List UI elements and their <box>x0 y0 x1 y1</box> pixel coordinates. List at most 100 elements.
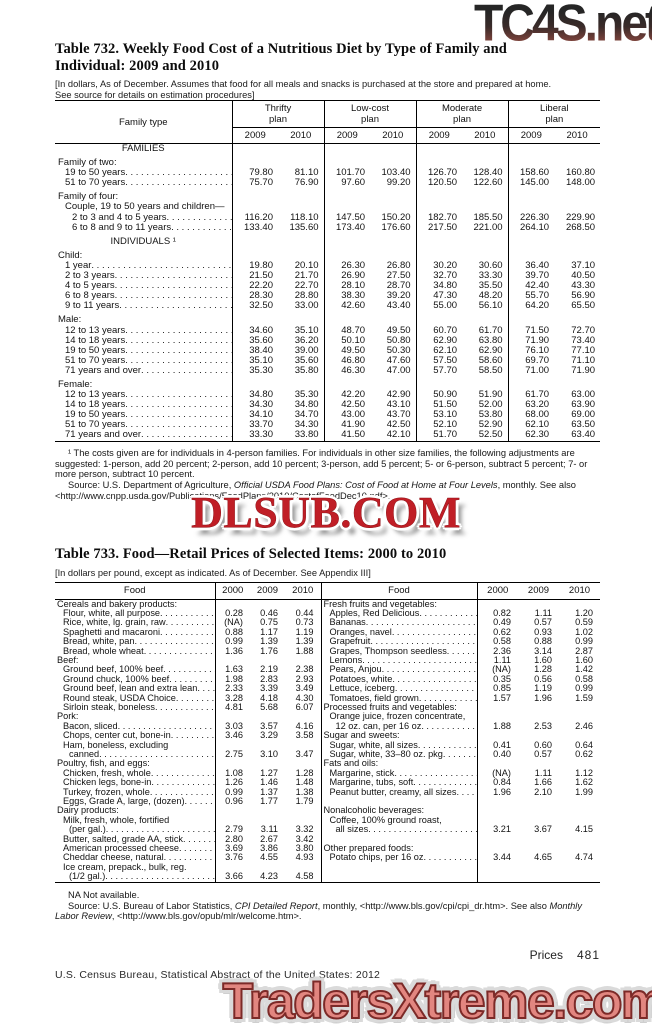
cell-value: 73.40 <box>571 335 596 346</box>
row-label-text: Grapefruit <box>329 637 371 647</box>
table-row: Child: <box>55 250 600 261</box>
dot-leader <box>179 844 214 853</box>
cell-value: 3.76 <box>225 853 243 863</box>
cell-value: 99.20 <box>370 178 417 189</box>
cell-value <box>370 311 417 316</box>
table-row <box>55 311 600 316</box>
cell-value: 0.99 <box>225 787 243 797</box>
watermark-tradersxtreme: TradersXtreme.com <box>222 972 652 1024</box>
cell-value <box>285 862 322 873</box>
cell-value: 3.28 <box>225 693 243 703</box>
cell-value: 47.60 <box>370 355 417 366</box>
row-label-wrap: 1 year <box>55 261 231 271</box>
cell-value: 3.47 <box>285 750 322 760</box>
cell-value <box>462 154 509 159</box>
cell-value: 3.58 <box>285 731 322 741</box>
cell-value <box>370 379 417 391</box>
cell-value: 229.90 <box>565 212 596 223</box>
row-label: Butter, salted, grade AA, stick <box>55 834 216 845</box>
col-group-label-line: plan <box>269 113 287 125</box>
row-label-wrap: Cheddar cheese, natural <box>55 853 214 862</box>
cell-value: 35.60 <box>278 355 325 366</box>
source-text: Source: U.S. Department of Agriculture, <box>68 480 234 491</box>
row-label: 12 oz. can, per 16 oz <box>321 721 478 732</box>
cell-value: 1.88 <box>493 721 511 731</box>
row-label-text: 19 to 50 years <box>65 410 126 421</box>
cell-value: 0.59 <box>575 618 593 628</box>
row-label-text: Child: <box>58 250 83 261</box>
cell-value: 2.19 <box>260 665 278 675</box>
table-row: Chicken, fresh, whole 1.08 1.27 1.28 Margari… <box>55 768 600 779</box>
row-label-wrap: Male: <box>55 315 231 325</box>
row-label: 19 to 50 years <box>55 345 233 356</box>
table-733-notes: NA Not available. Source: U.S. Bureau of… <box>55 890 602 922</box>
row-label-wrap: Tomatoes, field grown <box>322 694 477 703</box>
source-title-italic: CPI Detailed Report <box>234 900 318 911</box>
cell-value: 1.17 <box>260 627 278 637</box>
source-text: , <http://www.bls.gov/opub/mlr/welcome.h… <box>111 911 302 922</box>
cell-value: 48.70 <box>341 325 366 336</box>
row-label: 12 to 13 years <box>55 325 233 336</box>
cell-value: 1.46 <box>260 778 278 788</box>
row-label-wrap: Round steak, USDA Choice <box>55 694 214 703</box>
dot-leader <box>151 769 214 778</box>
cell-value <box>416 251 462 261</box>
source-text: , monthly, <http://www.bls.gov/cpi/cpi_d… <box>317 900 550 911</box>
cell-value: 268.50 <box>565 222 596 233</box>
cell-value <box>215 816 250 825</box>
cell-value: 51.70 <box>433 430 458 441</box>
cell-value <box>462 315 509 326</box>
row-label: Round steak, USDA Choice <box>55 693 216 703</box>
row-label-text: Apples, Red Delicious <box>329 608 420 618</box>
row-label: 4 to 5 years <box>55 281 233 292</box>
cell-value: 34.80 <box>433 281 458 292</box>
cell-value: 34.10 <box>249 410 273 421</box>
cell-value: 176.60 <box>370 222 417 233</box>
table-row <box>55 375 600 380</box>
col-group-label-line: plan <box>453 113 472 125</box>
cell-value: 35.30 <box>249 365 273 376</box>
header-row: Food 2000 2009 2010 Food 2000 2009 2010 <box>55 582 600 600</box>
row-label: Flour, white, all purpose <box>55 608 216 619</box>
row-label-wrap: Peanut butter, creamy, all sizes <box>322 788 477 797</box>
row-label-wrap: Ground chuck, 100% beef <box>55 674 214 684</box>
cell-value: 0.46 <box>260 608 278 618</box>
table-row: Ham, boneless, excluding Sugar, white, al… <box>55 740 600 750</box>
cell-value: 21.70 <box>278 271 325 282</box>
row-label: (1/2 gal.) <box>55 872 216 883</box>
dot-leader <box>125 356 231 366</box>
cell-value <box>462 202 509 213</box>
dot-leader <box>106 825 214 834</box>
cell-value: 4.16 <box>285 721 322 732</box>
cell-value: 4.58 <box>285 872 322 883</box>
bracket-note-line1: [In dollars, As of December. Assumes tha… <box>55 79 552 89</box>
row-label-text: 6 to 8 and 9 to 11 years <box>72 222 172 233</box>
cell-value: 39.00 <box>278 345 325 356</box>
cell-value: 34.70 <box>278 410 325 421</box>
cell-value: 27.50 <box>370 271 417 282</box>
cell-value: 1.11 <box>534 608 552 618</box>
cell-value <box>370 154 417 159</box>
cell-value: 0.99 <box>575 684 593 694</box>
cell-value: 72.70 <box>571 325 596 336</box>
cell-value: 28.10 <box>341 281 366 292</box>
cell-value: 62.90 <box>433 335 458 346</box>
row-label-wrap: Lemons <box>322 656 477 665</box>
cell-value: 48.20 <box>462 291 509 302</box>
cell-value: 2.83 <box>260 674 278 684</box>
cell-value: 33.00 <box>278 301 325 312</box>
cell-value: 55.00 <box>433 301 458 312</box>
cell-value <box>250 863 285 872</box>
cell-value: 26.80 <box>370 260 417 272</box>
cell-value: 42.50 <box>370 420 417 431</box>
row-label-text: Tomatoes, field grown <box>329 693 419 703</box>
cell-value <box>250 741 285 750</box>
row-label-wrap: Poultry, fish, and eggs: <box>55 759 214 768</box>
cell-value: 3.39 <box>260 684 278 694</box>
row-label: Fresh fruits and vegetables: <box>321 599 478 609</box>
table-732: Family type Thrifty plan Low-cost plan M… <box>55 100 601 442</box>
row-label-text: Ground chuck, 100% beef <box>63 674 170 684</box>
cell-value <box>278 143 325 155</box>
table-row: (1/2 gal.) 3.66 4.23 4.58 <box>55 872 600 883</box>
cell-value <box>250 656 285 665</box>
